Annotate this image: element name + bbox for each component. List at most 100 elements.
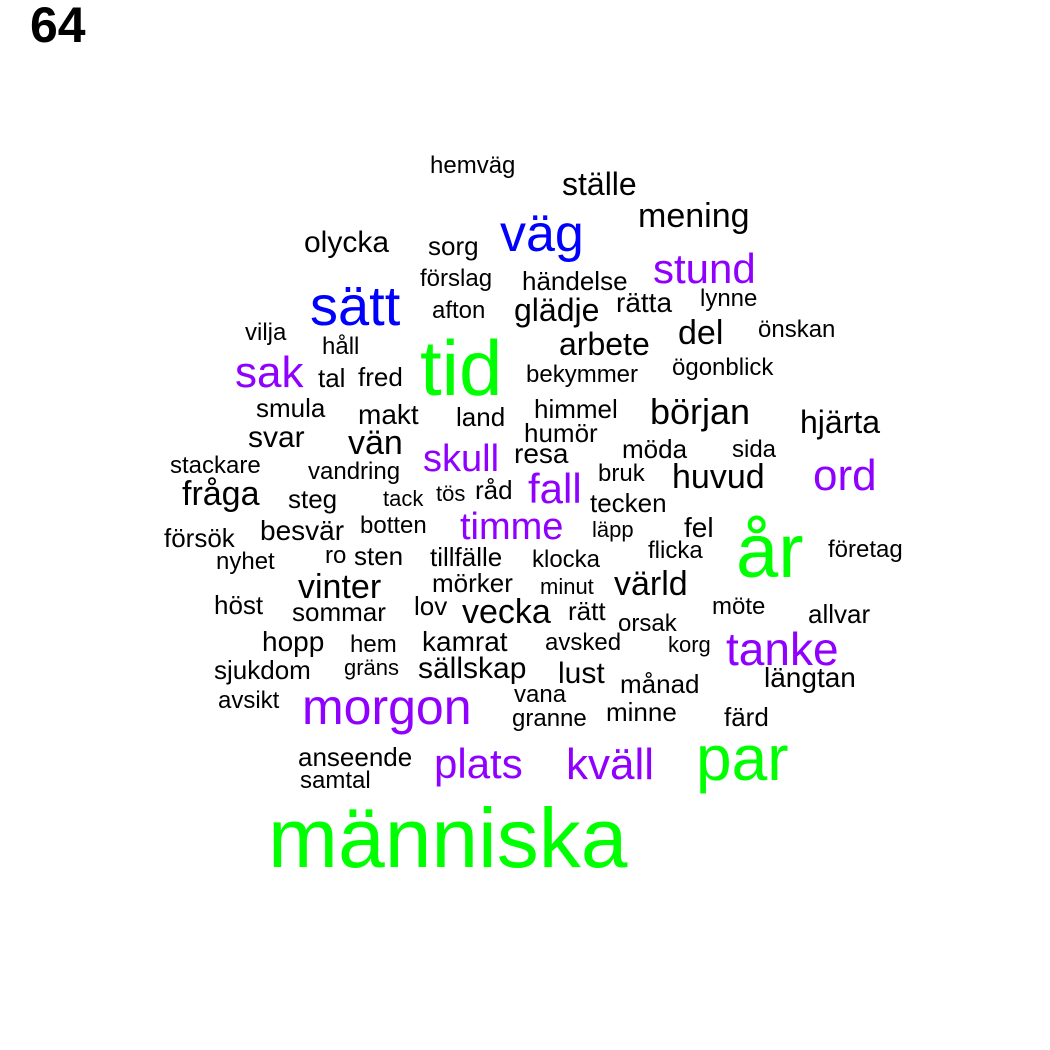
word-sorg: sorg: [428, 231, 479, 261]
word-lynne: lynne: [700, 285, 758, 312]
word-ro: ro: [325, 542, 347, 569]
word-glädje: glädje: [514, 292, 600, 328]
word-möte: möte: [712, 593, 766, 620]
word-anseende: anseende: [298, 742, 413, 772]
word-höst: höst: [214, 590, 264, 620]
word-sällskap: sällskap: [418, 652, 527, 685]
word-början: början: [650, 391, 751, 432]
word-tillfälle: tillfälle: [430, 542, 503, 572]
word-hem: hem: [350, 631, 397, 658]
word-timme: timme: [460, 506, 564, 548]
word-värld: värld: [614, 565, 688, 603]
word-hopp: hopp: [262, 626, 325, 657]
word-avsked: avsked: [545, 629, 622, 656]
word-sten: sten: [354, 541, 404, 571]
word-sjukdom: sjukdom: [214, 655, 311, 685]
word-tanke: tanke: [726, 623, 839, 675]
word-lov: lov: [414, 591, 448, 621]
word-sida: sida: [732, 436, 777, 463]
word-fall: fall: [528, 465, 582, 512]
word-plats: plats: [434, 740, 523, 787]
word-besvär: besvär: [260, 515, 345, 546]
word-sommar: sommar: [292, 597, 386, 627]
word-rätta: rätta: [616, 287, 673, 318]
word-orsak: orsak: [618, 610, 677, 637]
word-längtan: längtan: [764, 662, 856, 693]
word-tecken: tecken: [590, 488, 667, 518]
word-ord: ord: [813, 451, 877, 500]
word-fråga: fråga: [182, 475, 260, 513]
word-vandring: vandring: [308, 458, 401, 485]
word-del: del: [678, 314, 724, 352]
word-land: land: [456, 402, 506, 432]
word-ställe: ställe: [562, 166, 637, 202]
word-olycka: olycka: [304, 226, 390, 259]
word-mörker: mörker: [432, 568, 513, 598]
panel-number: 64: [30, 0, 86, 53]
word-svar: svar: [248, 421, 305, 454]
word-mening: mening: [638, 197, 750, 235]
word-vilja: vilja: [245, 319, 287, 346]
word-färd: färd: [724, 702, 769, 732]
word-flicka: flicka: [648, 537, 703, 564]
word-tös: tös: [436, 481, 466, 506]
word-håll: håll: [322, 333, 360, 360]
word-förslag: förslag: [420, 265, 493, 292]
word-arbete: arbete: [559, 326, 650, 362]
word-kamrat: kamrat: [422, 626, 508, 657]
word-månad: månad: [620, 669, 700, 699]
word-sak: sak: [235, 348, 304, 397]
word-huvud: huvud: [672, 458, 765, 496]
word-humör: humör: [524, 418, 598, 448]
word-klocka: klocka: [532, 546, 601, 573]
word-korg: korg: [668, 632, 711, 657]
word-lust: lust: [558, 657, 605, 690]
word-bruk: bruk: [598, 460, 645, 487]
word-allvar: allvar: [808, 599, 871, 629]
word-rätt: rätt: [568, 596, 606, 626]
word-människa: människa: [268, 791, 628, 885]
word-väg: väg: [500, 205, 584, 263]
word-afton: afton: [432, 297, 486, 324]
word-morgon: morgon: [302, 679, 472, 735]
word-stund: stund: [653, 245, 756, 292]
word-vecka: vecka: [462, 593, 551, 631]
word-skull: skull: [423, 438, 500, 480]
word-år: år: [736, 509, 804, 594]
word-par: par: [696, 722, 789, 794]
word-hjärta: hjärta: [800, 404, 881, 440]
word-avsikt: avsikt: [218, 687, 280, 714]
word-stackare: stackare: [170, 452, 261, 479]
word-kväll: kväll: [566, 740, 655, 789]
word-samtal: samtal: [300, 767, 371, 794]
word-makt: makt: [358, 399, 419, 430]
word-försök: försök: [164, 523, 235, 553]
word-vana: vana: [514, 681, 567, 708]
word-fel: fel: [684, 512, 714, 543]
word-önskan: önskan: [758, 316, 836, 343]
word-vän: vän: [348, 424, 403, 462]
word-händelse: händelse: [522, 266, 628, 296]
word-minne: minne: [606, 697, 677, 727]
word-resa: resa: [514, 438, 569, 469]
word-tack: tack: [383, 486, 424, 511]
word-bekymmer: bekymmer: [526, 361, 639, 388]
word-steg: steg: [288, 484, 338, 514]
word-minut: minut: [540, 574, 594, 599]
word-smula: smula: [256, 393, 326, 423]
word-botten: botten: [360, 512, 427, 539]
word-vinter: vinter: [298, 568, 382, 606]
word-sätt: sätt: [310, 274, 401, 337]
word-hemväg: hemväg: [430, 152, 516, 179]
word-gräns: gräns: [344, 655, 400, 680]
word-nyhet: nyhet: [216, 548, 275, 575]
word-ögonblick: ögonblick: [672, 354, 774, 381]
word-tid: tid: [420, 324, 503, 412]
word-företag: företag: [828, 536, 903, 563]
word-läpp: läpp: [592, 517, 634, 542]
word-fred: fred: [358, 362, 403, 392]
word-tal: tal: [318, 363, 346, 393]
word-granne: granne: [512, 705, 587, 732]
word-råd: råd: [475, 475, 513, 505]
